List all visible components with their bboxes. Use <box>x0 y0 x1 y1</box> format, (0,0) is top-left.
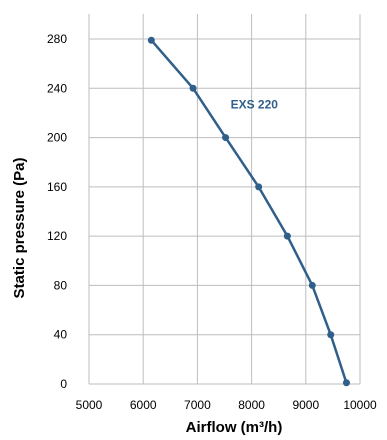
y-tick-labels: 0 40 80 120 160 200 240 280 <box>47 32 67 391</box>
x-tick-label: 5000 <box>76 398 103 412</box>
x-tick-label: 6000 <box>130 398 157 412</box>
y-tick-label: 120 <box>47 229 67 243</box>
y-tick-label: 200 <box>47 131 67 145</box>
data-point <box>342 379 350 387</box>
data-point <box>327 331 335 339</box>
x-axis-label: Airflow (m³/h) <box>186 419 283 436</box>
series-group: EXS 220 <box>147 36 350 387</box>
y-tick-label: 0 <box>60 377 67 391</box>
y-axis-label: Static pressure (Pa) <box>11 158 28 299</box>
y-tick-label: 280 <box>47 32 67 46</box>
x-tick-label: 10000 <box>343 398 377 412</box>
data-point <box>147 36 155 44</box>
x-tick-label: 8000 <box>238 398 265 412</box>
y-grid <box>89 38 360 385</box>
data-point <box>308 281 316 289</box>
series-label: EXS 220 <box>231 97 279 111</box>
data-point <box>255 183 263 191</box>
x-tick-label: 7000 <box>184 398 211 412</box>
y-tick-label: 40 <box>54 328 68 342</box>
y-tick-label: 240 <box>47 81 67 95</box>
data-point <box>222 134 230 142</box>
data-point <box>189 84 197 92</box>
series-line <box>150 38 348 385</box>
data-point <box>283 232 291 240</box>
x-tick-label: 9000 <box>292 398 319 412</box>
x-grid <box>88 14 361 384</box>
x-tick-labels: 5000 6000 7000 8000 9000 10000 <box>76 398 377 412</box>
y-tick-label: 160 <box>47 180 67 194</box>
y-tick-label: 80 <box>54 278 68 292</box>
